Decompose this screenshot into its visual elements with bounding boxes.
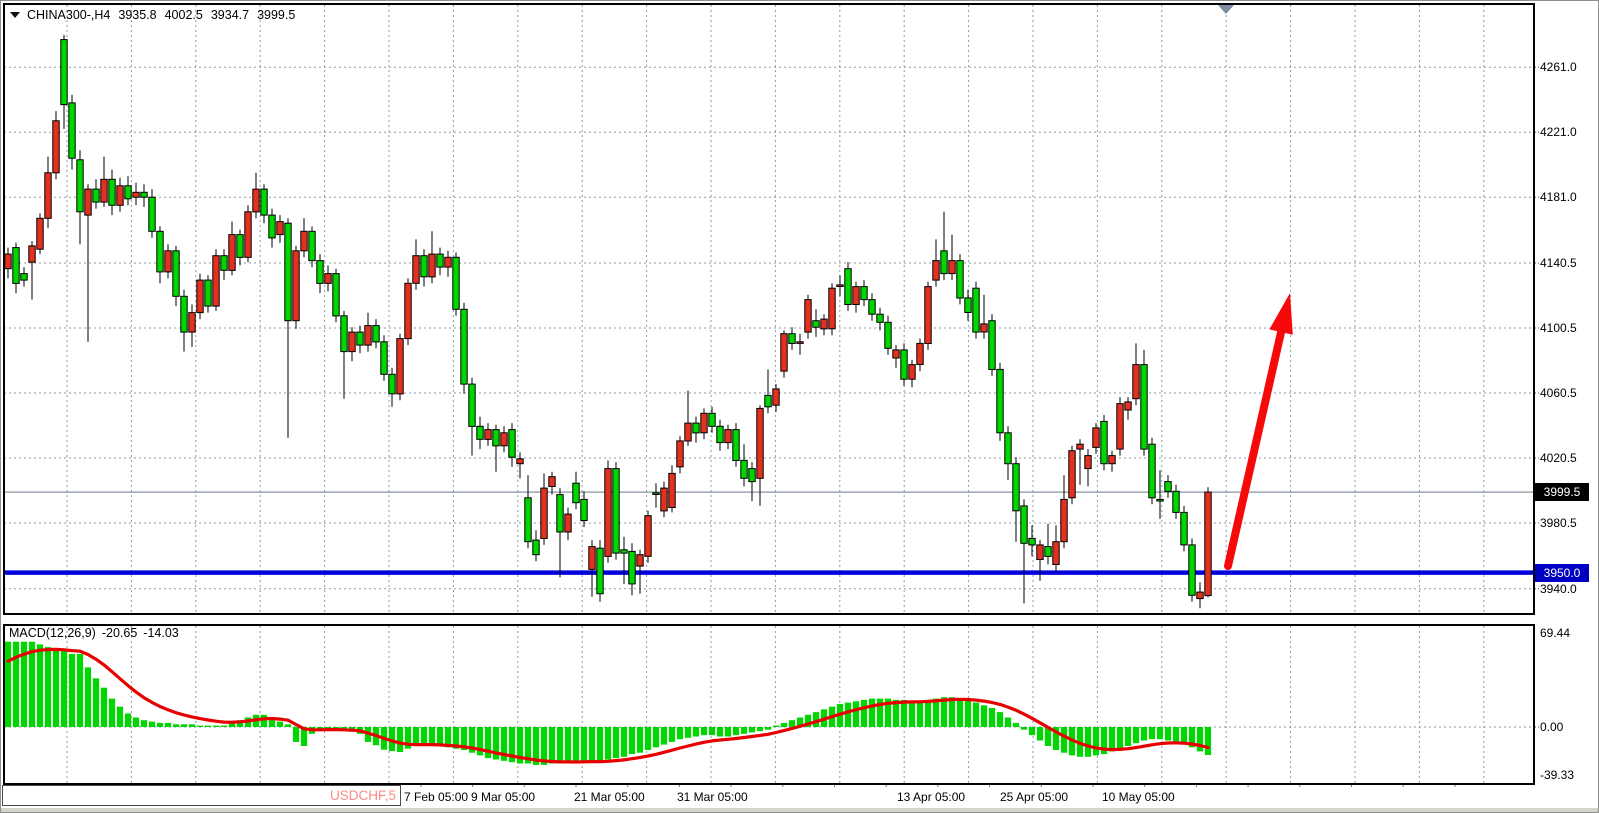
ohlc-high: 4002.5 [164,8,203,22]
time-axis-label: 9 Mar 05:00 [471,790,536,804]
macd-pane-border [3,624,1535,785]
candles [5,34,1212,609]
ohlc-close: 3999.5 [257,8,296,22]
macd-signal-value: -14.03 [143,626,179,640]
macd-axis-label: -39.33 [1540,768,1575,782]
time-axis-label: 25 Apr 05:00 [1000,790,1069,804]
price-axis-label: 4261.0 [1540,60,1577,74]
macd-value: -20.65 [101,626,138,640]
macd-indicator-label: MACD(12,26,9) -20.65 -14.03 [9,626,179,640]
time-axis-label: 10 May 05:00 [1102,790,1175,804]
window-bottom-edge [1,808,1598,812]
support-level-badge: 3950.0 [1535,564,1589,582]
macd-axis-label: 0.00 [1540,720,1564,734]
chart-header: CHINA300-,H4 3935.8 4002.5 3934.7 3999.5 [10,8,295,22]
price-axis-label: 4100.5 [1540,321,1577,335]
time-axis-label: 31 Mar 05:00 [677,790,748,804]
symbol-period-label: CHINA300-,H4 [27,8,111,22]
ohlc-open: 3935.8 [118,8,157,22]
price-axis-label: 4020.5 [1540,451,1577,465]
macd-histogram [5,641,1212,765]
macd-name: MACD(12,26,9) [9,626,96,640]
price-axis-label: 4140.5 [1540,256,1577,270]
symbol-tooltip: USDCHF,5 [2,785,401,806]
time-axis-label: 13 Apr 05:00 [897,790,966,804]
time-axis-label: 7 Feb 05:00 [404,790,469,804]
time-axis-label: 21 Mar 05:00 [574,790,645,804]
symbol-dropdown-icon[interactable] [10,12,20,18]
price-axis-label: 4181.0 [1540,190,1577,204]
current-price-badge: 3999.5 [1535,483,1589,501]
price-axis-label: 3940.0 [1540,582,1577,596]
grid-lines [4,5,1534,783]
macd-axis-label: 69.44 [1540,626,1571,640]
trend-arrow[interactable] [1224,293,1293,570]
price-axis-label: 3980.5 [1540,516,1577,530]
macd-signal-line [6,647,1210,764]
chart-shift-marker-icon[interactable] [1218,5,1234,14]
price-axis-label: 4221.0 [1540,125,1577,139]
main-pane-border [3,3,1535,615]
ohlc-low: 3934.7 [210,8,250,22]
price-axis-label: 4060.5 [1540,386,1577,400]
